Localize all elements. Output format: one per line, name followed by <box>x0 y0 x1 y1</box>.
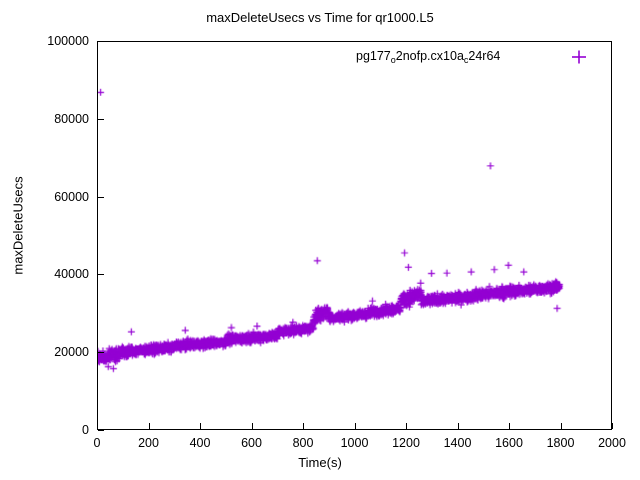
x-tick-label: 1400 <box>443 436 472 450</box>
y-tick-label: 20000 <box>54 345 89 360</box>
x-tick-mark <box>200 423 201 429</box>
legend-marker-sample <box>572 50 586 64</box>
x-tick-mark <box>97 423 98 429</box>
y-tick-mark <box>98 352 104 353</box>
x-tick-label: 400 <box>189 436 211 450</box>
chart-title: maxDeleteUsecs vs Time for qr1000.L5 <box>206 10 434 25</box>
x-tick-mark <box>561 423 562 429</box>
x-axis-label: Time(s) <box>298 455 342 470</box>
x-tick-label: 1800 <box>546 436 575 450</box>
x-tick-mark <box>509 423 510 429</box>
x-tick-label: 1600 <box>495 436 523 450</box>
x-tick-mark <box>612 423 613 429</box>
y-tick-mark <box>98 274 104 275</box>
legend: pg177o2nofp.cx10ac24r64 <box>356 49 501 65</box>
x-tick-mark <box>252 423 253 429</box>
x-tick-mark <box>355 423 356 429</box>
y-tick-mark <box>98 119 104 120</box>
x-tick-mark <box>406 423 407 429</box>
y-tick-label: 100000 <box>47 34 89 48</box>
y-axis-tick-labels: 0 20000 40000 60000 80000 100000 <box>0 0 89 480</box>
plot-area <box>97 41 612 430</box>
y-tick-mark <box>98 41 104 42</box>
x-tick-label: 2000 <box>598 436 626 450</box>
x-tick-mark <box>149 423 150 429</box>
y-tick-mark <box>98 430 104 431</box>
y-axis-label: maxDeleteUsecs <box>10 176 26 275</box>
legend-entry-label: pg177o2nofp.cx10ac24r64 <box>356 49 501 65</box>
x-tick-label: 1000 <box>340 436 369 450</box>
y-tick-mark <box>98 197 104 198</box>
y-tick-label: 80000 <box>54 111 89 126</box>
x-tick-label: 1200 <box>392 436 420 450</box>
x-tick-label: 0 <box>93 436 101 450</box>
x-tick-label: 200 <box>138 436 159 450</box>
y-tick-label: 0 <box>82 423 89 437</box>
x-tick-mark <box>458 423 459 429</box>
y-tick-label: 40000 <box>54 267 89 282</box>
x-tick-mark <box>303 423 304 429</box>
x-tick-label: 600 <box>241 436 262 450</box>
y-tick-label: 60000 <box>54 189 89 204</box>
scatter-data-points <box>98 42 611 429</box>
x-tick-label: 800 <box>292 436 314 450</box>
